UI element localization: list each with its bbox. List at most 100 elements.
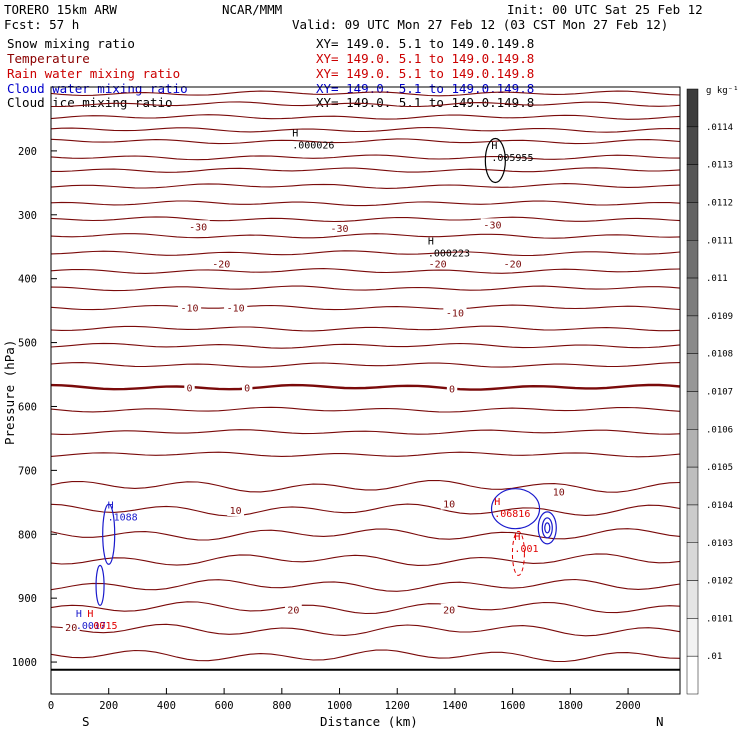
temperature-label-bg-15 <box>284 603 302 616</box>
x-tick-label-1: 200 <box>99 700 118 712</box>
maximum-h-marker-0: H <box>292 128 298 139</box>
temperature-label-bg-7 <box>224 301 248 314</box>
temperature-label-1: -30 <box>331 224 349 235</box>
legend-temperature: Temperature <box>7 51 90 66</box>
temperature-contour-4 <box>50 138 681 145</box>
legend-snow: Snow mixing ratio <box>7 36 135 51</box>
colorbar-label-1: .0113 <box>706 161 733 171</box>
maximum-value-4: .06816 <box>494 509 530 520</box>
temperature-contour-12 <box>50 268 681 274</box>
x-axis: 0 200 400 600 800 1000 1200 1400 1600 1800 2000 <box>48 688 641 712</box>
x-tick-label-2: 400 <box>157 700 176 712</box>
temperature-contour-29 <box>50 649 681 663</box>
temperature-contour-22 <box>50 479 681 493</box>
colorbar-swatch-10 <box>686 466 699 506</box>
maximum-value-1: .005955 <box>491 153 533 164</box>
colorbar-swatch-15 <box>686 655 699 695</box>
temperature-label-7: -10 <box>227 303 245 314</box>
south-endpoint-label: S <box>82 714 90 729</box>
maximum-value-6: .0015 <box>87 621 117 632</box>
temperature-label-3: -20 <box>212 259 230 270</box>
colorbar-swatch-5 <box>686 277 699 317</box>
temperature-contour-7 <box>50 183 681 189</box>
temperature-label-5: -20 <box>504 259 522 270</box>
legend-cloud-ice-xy: XY= 149.0. 5.1 to 149.0.149.8 <box>316 95 534 110</box>
temperature-contour-10 <box>50 233 681 239</box>
temperature-label-10: 0 <box>244 383 250 394</box>
cloud-water-contour-a <box>537 511 557 545</box>
y-tick-label-1: 300 <box>18 210 37 222</box>
temperature-label-4: -20 <box>429 259 447 270</box>
temperature-label-9: 0 <box>186 383 192 394</box>
temperature-label-14: 10 <box>553 487 565 498</box>
colorbar-label-9: .0105 <box>706 463 733 473</box>
temperature-contour-13 <box>50 285 681 292</box>
rain-contour <box>511 530 525 576</box>
temperature-contour-19 <box>50 406 681 413</box>
y-axis: 200 300 400 500 600 700 800 900 1000 <box>12 146 57 669</box>
y-tick-label-4: 600 <box>18 401 37 413</box>
temperature-label-13: 10 <box>443 500 455 511</box>
maximum-h-marker-5: H <box>76 609 82 620</box>
snow-contour <box>484 137 506 184</box>
colorbar-label-0: .0114 <box>706 123 733 133</box>
temperature-label-bg-14 <box>550 485 568 498</box>
colorbar-label-3: .0111 <box>706 236 733 246</box>
temperature-label-bg-11 <box>446 382 458 395</box>
maximum-value-5: .0017 <box>76 621 106 632</box>
colorbar-swatch-6 <box>686 315 699 354</box>
colorbar-swatch-12 <box>686 542 699 581</box>
x-tick-label-7: 1400 <box>442 700 467 712</box>
colorbar-label-11: .0103 <box>706 539 733 549</box>
temperature-contour-1 <box>51 101 681 108</box>
y-tick-label-2: 400 <box>18 274 37 286</box>
colorbar-label-13: .0101 <box>706 614 733 624</box>
temperature-label-bg-4 <box>426 257 450 270</box>
temperature-label-2: -30 <box>483 220 501 231</box>
maximum-h-marker-1: H <box>491 141 497 152</box>
y-tick-label-8: 1000 <box>12 657 37 669</box>
colorbar-label-12: .0102 <box>706 577 733 587</box>
legend: Snow mixing ratio XY= 149.0. 5.1 to 149.… <box>7 36 534 110</box>
y-tick-label-3: 500 <box>18 338 37 350</box>
temperature-label-16: 20 <box>443 606 455 617</box>
y-tick-label-0: 200 <box>18 146 37 158</box>
center-label: NCAR/MMM <box>222 2 282 17</box>
init-time: Init: 00 UTC Sat 25 Feb 12 <box>507 2 703 17</box>
legend-snow-xy: XY= 149.0. 5.1 to 149.0.149.8 <box>316 36 534 51</box>
temperature-contour-17 <box>50 362 681 368</box>
forecast-hour: Fcst: 57 h <box>4 17 79 32</box>
temperature-label-bg-17 <box>62 620 80 633</box>
temperature-contour-2 <box>50 114 681 120</box>
temperature-contour-15 <box>50 325 681 332</box>
y-axis-label: Pressure (hPa) <box>2 340 17 445</box>
x-tick-label-3: 600 <box>215 700 234 712</box>
temperature-contour-28 <box>50 623 681 637</box>
colorbar-swatch-0 <box>686 88 699 128</box>
temperature-contour-9 <box>50 216 681 223</box>
temperature-label-bg-2 <box>480 218 505 231</box>
valid-time: Valid: 09 UTC Mon 27 Feb 12 (03 CST Mon … <box>292 17 668 32</box>
temperature-label-0: -30 <box>189 222 207 233</box>
temperature-contour-16 <box>50 342 681 349</box>
x-axis-label: Distance (km) <box>320 714 418 729</box>
temperature-label-bg-10 <box>242 381 253 394</box>
temperature-label-bg-5 <box>501 257 525 270</box>
colorbar-label-14: .01 <box>706 652 722 662</box>
colorbar-label-7: .0107 <box>706 388 733 398</box>
temperature-label-bg-1 <box>327 222 352 235</box>
temperature-contour-14 <box>50 304 681 311</box>
maximum-h-marker-3: H <box>108 500 114 511</box>
colorbar: .0114 .0113 .0112 .0111 .011 .0109 .0108 .0107.… <box>686 88 733 695</box>
temperature-label-bg-9 <box>184 381 195 394</box>
model-title: TORERO 15km ARW <box>4 2 117 17</box>
maximum-value-7: .001 <box>514 544 538 555</box>
temperature-label-6: -10 <box>180 303 198 314</box>
temperature-contour-20 <box>50 429 681 435</box>
cloud-water-contour-c <box>544 522 551 534</box>
colorbar-swatch-11 <box>686 504 699 543</box>
cloud-water-contour-b <box>541 517 553 539</box>
temperature-contour-21 <box>50 451 681 458</box>
colorbar-label-10: .0104 <box>706 501 733 511</box>
